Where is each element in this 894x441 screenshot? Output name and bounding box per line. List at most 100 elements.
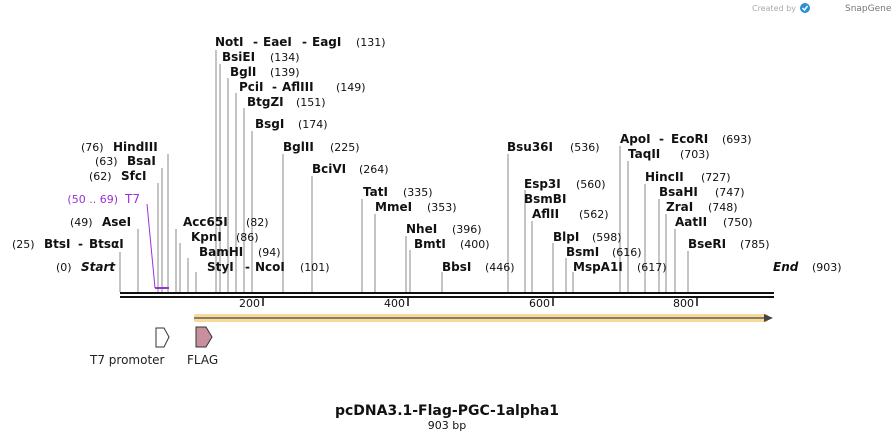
site-position: (225)	[330, 141, 360, 154]
site-asei[interactable]: (49) AseI	[70, 215, 131, 229]
ruler: 200 400 600 800	[239, 297, 698, 310]
site-position: (446)	[485, 261, 515, 274]
site-mmei[interactable]: MmeI (353)	[375, 200, 457, 214]
site-name: AflII	[532, 207, 559, 221]
site-bcivi[interactable]: BciVI (264)	[312, 162, 389, 176]
site-bmti[interactable]: BmtI (400)	[414, 237, 490, 251]
site-position: (785)	[740, 238, 770, 251]
site-bsmi[interactable]: BsmI (616)	[566, 245, 642, 259]
site-bglii[interactable]: BglII (225)	[283, 140, 360, 154]
site-name: BlpI	[553, 230, 579, 244]
site-separator: -	[253, 35, 258, 49]
site-position: (174)	[298, 118, 328, 131]
site-name: Esp3I	[524, 177, 561, 191]
site-bsahi[interactable]: BsaHI (747)	[659, 185, 745, 199]
site-name: PciI	[239, 80, 264, 94]
site-bsu36i[interactable]: Bsu36I (536)	[507, 140, 600, 154]
brand-text: SnapGene	[845, 4, 892, 14]
feature-t7-promoter[interactable]: T7 promoter	[89, 327, 170, 367]
site-separator: -	[272, 80, 277, 94]
site-position: (727)	[701, 171, 731, 184]
site-position: (353)	[427, 201, 457, 214]
site-zrai[interactable]: ZraI (748)	[666, 200, 738, 214]
site-extra: AflIII	[282, 80, 314, 94]
site-bsiei[interactable]: BsiEI (134)	[222, 50, 300, 64]
site-bsai[interactable]: (63) BsaI	[95, 154, 156, 168]
site-pcii[interactable]: PciI - AflIII (149)	[239, 80, 366, 94]
site-position: (617)	[637, 261, 667, 274]
site-mspa1i[interactable]: MspA1I (617)	[573, 260, 667, 274]
site-name: HindIII	[113, 140, 158, 154]
site-name: BsmBI	[524, 192, 566, 206]
site-separator: -	[78, 237, 83, 251]
site-bgli[interactable]: BglI (139)	[230, 65, 300, 79]
site-name: ZraI	[666, 200, 693, 214]
site-position: (703)	[680, 148, 710, 161]
orf-arrow[interactable]	[194, 314, 773, 322]
site-position: (82)	[246, 216, 269, 229]
site-position: (400)	[460, 238, 490, 251]
orf-arrowhead-icon	[764, 314, 773, 322]
site-position: (693)	[722, 133, 752, 146]
dna-backbone[interactable]	[120, 292, 774, 298]
site-tati[interactable]: TatI (335)	[363, 185, 433, 199]
snapgene-credit: Created by SnapGene	[752, 3, 892, 14]
feature-flag[interactable]: FLAG	[187, 326, 218, 367]
site-position: (101)	[300, 261, 330, 274]
site-name: ApoI	[620, 132, 651, 146]
site-btgzi[interactable]: BtgZI (151)	[247, 95, 326, 109]
site-name: TaqII	[628, 147, 660, 161]
site-name: Acc65I	[183, 215, 228, 229]
site-position: (134)	[270, 51, 300, 64]
site-position: (49)	[70, 216, 93, 229]
site-esp3i[interactable]: Esp3I (560)	[524, 177, 606, 191]
site-hindiii[interactable]: (76) HindIII	[81, 140, 158, 154]
site-kpni[interactable]: KpnI (86)	[191, 230, 259, 244]
site-name: BglII	[283, 140, 314, 154]
site-hincii[interactable]: HincII (727)	[645, 170, 731, 184]
site-taqii[interactable]: TaqII (703)	[628, 147, 710, 161]
snapgene-logo-icon	[800, 3, 810, 13]
site-afliii[interactable]: AflII (562)	[532, 207, 609, 221]
site-extra: EagI	[312, 35, 341, 49]
site-separator: -	[302, 35, 307, 49]
feature-label: FLAG	[187, 353, 218, 367]
site-extra: EaeI	[263, 35, 292, 49]
site-name: BmtI	[414, 237, 446, 251]
site-btsi[interactable]: (25) BtsI - BtsαI	[12, 237, 124, 251]
site-position: (748)	[708, 201, 738, 214]
site-bsmbi[interactable]: BsmBI	[524, 192, 566, 206]
site-separator: -	[245, 260, 250, 274]
site-nhei[interactable]: NheI (396)	[406, 222, 482, 236]
site-acc65i[interactable]: Acc65I (82)	[183, 215, 269, 229]
site-name: BamHI	[199, 245, 243, 259]
site-styi[interactable]: StyI - NcoI (101)	[207, 260, 330, 274]
site-name: BtgZI	[247, 95, 284, 109]
site-name: Bsu36I	[507, 140, 553, 154]
site-bbsi[interactable]: BbsI (446)	[442, 260, 515, 274]
site-bamhi[interactable]: BamHI (94)	[199, 245, 281, 259]
site-labels: NotI - EaeI - EagI (131) BsiEI (134) Bgl…	[12, 35, 842, 274]
site-blpi[interactable]: BlpI (598)	[553, 230, 622, 244]
primer-leader	[146, 203, 156, 289]
site-noti[interactable]: NotI - EaeI - EagI (131)	[215, 35, 386, 49]
site-position: (86)	[236, 231, 259, 244]
tick-label-600: 600	[529, 297, 550, 310]
tick-label-200: 200	[239, 297, 260, 310]
site-name: MmeI	[375, 200, 412, 214]
flag-arrow-icon	[195, 326, 213, 348]
site-bseri[interactable]: BseRI (785)	[688, 237, 770, 251]
feature-label: T7 promoter	[89, 353, 165, 367]
site-position: (63)	[95, 155, 118, 168]
start-label: Start	[81, 260, 116, 274]
site-position: (151)	[296, 96, 326, 109]
site-apoi[interactable]: ApoI - EcoRI (693)	[620, 132, 752, 146]
site-sfci[interactable]: (62) SfcI	[89, 169, 146, 183]
site-aatii[interactable]: AatII (750)	[675, 215, 753, 229]
primer-t7[interactable]: (50 .. 69) T7	[67, 192, 169, 289]
site-bsgi[interactable]: BsgI (174)	[255, 117, 328, 131]
site-position: (598)	[592, 231, 622, 244]
site-name: KpnI	[191, 230, 222, 244]
site-name: BsiEI	[222, 50, 255, 64]
tick-label-800: 800	[673, 297, 694, 310]
